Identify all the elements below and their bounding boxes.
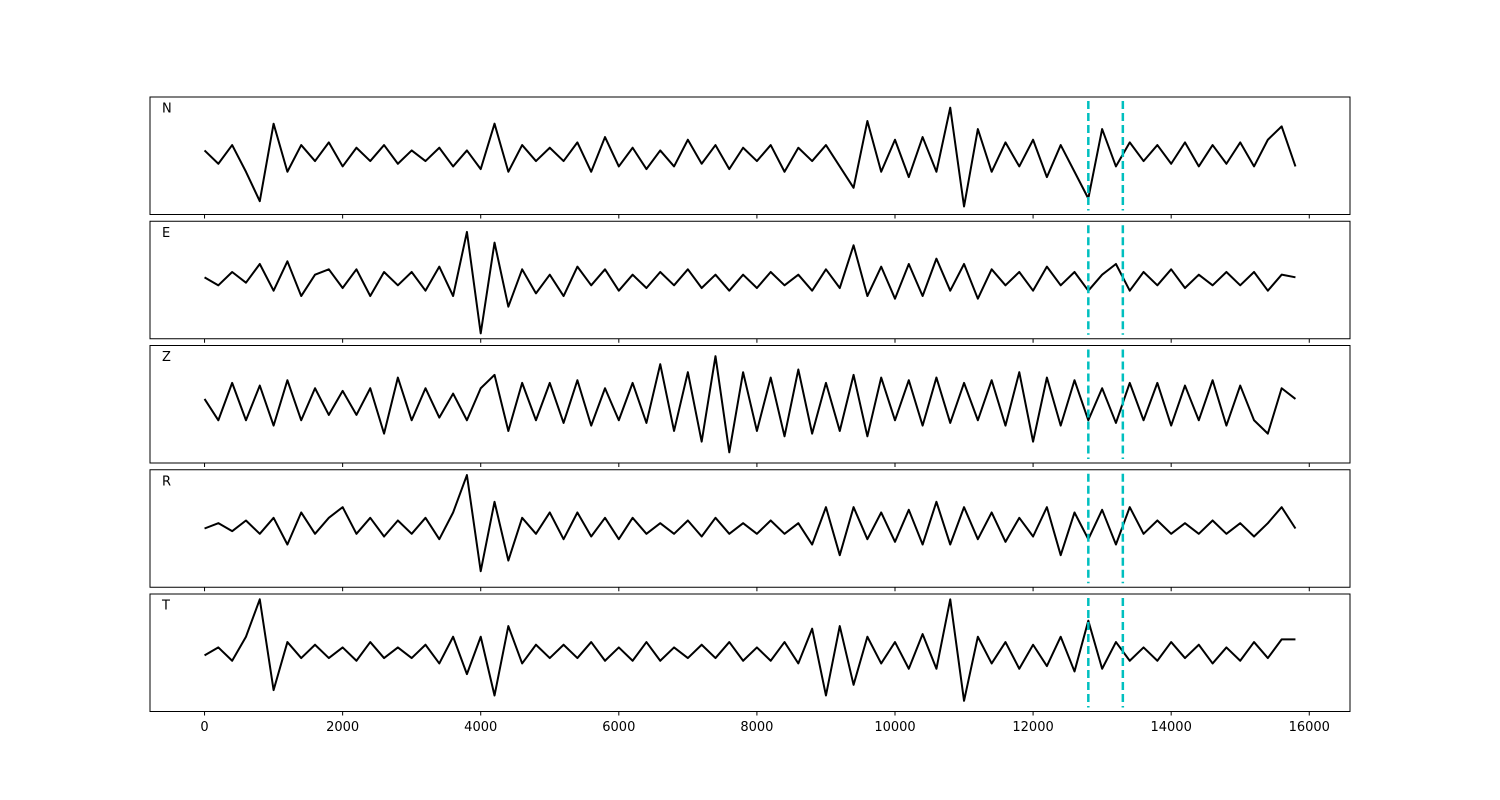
x-tick-label: 6000	[602, 720, 635, 735]
trace	[204, 230, 1296, 335]
x-tick-label: 14000	[1150, 720, 1191, 735]
x-tick-label: 4000	[464, 720, 497, 735]
panel-label: T	[161, 599, 170, 614]
x-tick-label: 12000	[1012, 720, 1053, 735]
panel-label: E	[162, 226, 170, 241]
trace	[204, 474, 1297, 573]
x-tick-label: 8000	[740, 720, 773, 735]
trace	[203, 106, 1297, 208]
panel-label: R	[162, 474, 171, 489]
trace	[204, 598, 1296, 702]
trace	[203, 355, 1297, 454]
panel-label: Z	[162, 350, 171, 365]
x-tick-label: 16000	[1289, 720, 1330, 735]
panel-label: N	[162, 102, 172, 117]
x-tick-label: 2000	[326, 720, 359, 735]
x-tick-label: 10000	[874, 720, 915, 735]
x-tick-label: 0	[200, 720, 208, 735]
